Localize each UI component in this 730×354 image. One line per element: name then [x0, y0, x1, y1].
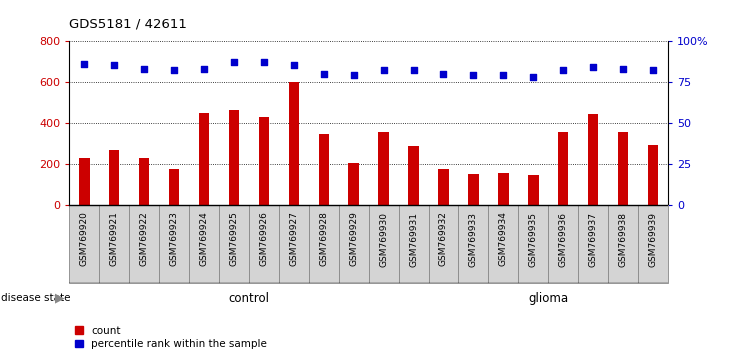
Text: GSM769937: GSM769937	[588, 212, 598, 267]
Bar	[528, 176, 539, 205]
Bar	[648, 145, 658, 205]
Bar	[548, 205, 578, 283]
Bar	[438, 169, 449, 205]
Bar	[109, 150, 120, 205]
Text: GSM769926: GSM769926	[259, 212, 269, 267]
Text: GSM769923: GSM769923	[169, 212, 179, 267]
Point	[139, 66, 150, 72]
Text: GSM769936: GSM769936	[558, 212, 568, 267]
Legend: count, percentile rank within the sample: count, percentile rank within the sample	[74, 326, 267, 349]
Bar	[378, 132, 389, 205]
Text: GSM769921: GSM769921	[110, 212, 119, 267]
Bar	[578, 205, 608, 283]
Bar	[79, 158, 90, 205]
Bar	[258, 117, 269, 205]
Text: GSM769930: GSM769930	[379, 212, 388, 267]
Bar	[99, 205, 129, 283]
Text: GDS5181 / 42611: GDS5181 / 42611	[69, 17, 187, 30]
Point	[228, 59, 239, 65]
Point	[199, 66, 210, 72]
Text: GSM769924: GSM769924	[199, 212, 209, 266]
Point	[258, 59, 270, 65]
Bar	[228, 110, 239, 205]
Bar	[408, 145, 419, 205]
Point	[108, 63, 120, 68]
Bar	[399, 205, 429, 283]
Point	[407, 68, 419, 73]
Text: GSM769922: GSM769922	[139, 212, 149, 266]
Text: GSM769938: GSM769938	[618, 212, 628, 267]
Text: GSM769935: GSM769935	[529, 212, 538, 267]
Bar	[468, 175, 479, 205]
Point	[438, 71, 450, 76]
Point	[168, 68, 180, 73]
Point	[288, 63, 300, 68]
Bar	[458, 205, 488, 283]
Bar	[139, 158, 150, 205]
Point	[648, 68, 659, 73]
Point	[468, 73, 480, 78]
Text: GSM769931: GSM769931	[409, 212, 418, 267]
Bar	[498, 173, 509, 205]
Bar	[249, 205, 279, 283]
Bar	[309, 205, 339, 283]
Bar	[159, 205, 189, 283]
Text: GSM769939: GSM769939	[648, 212, 658, 267]
Bar	[288, 82, 299, 205]
Bar	[339, 205, 369, 283]
Text: GSM769932: GSM769932	[439, 212, 448, 267]
Point	[347, 73, 359, 78]
Bar	[608, 205, 638, 283]
Bar	[279, 205, 309, 283]
Text: GSM769928: GSM769928	[319, 212, 328, 267]
Bar	[199, 113, 210, 205]
Text: GSM769934: GSM769934	[499, 212, 508, 267]
Point	[587, 64, 599, 70]
Bar	[558, 132, 569, 205]
Point	[78, 61, 91, 67]
Bar	[219, 205, 249, 283]
Bar	[189, 205, 219, 283]
Text: GSM769933: GSM769933	[469, 212, 478, 267]
Bar	[588, 114, 599, 205]
Point	[378, 68, 390, 73]
Bar	[348, 163, 359, 205]
Bar	[618, 132, 629, 205]
Bar	[169, 169, 180, 205]
Text: ▶: ▶	[55, 292, 65, 305]
Bar	[488, 205, 518, 283]
Text: GSM769927: GSM769927	[289, 212, 299, 267]
Text: GSM769925: GSM769925	[229, 212, 239, 267]
Bar	[318, 134, 329, 205]
Text: disease state: disease state	[1, 293, 70, 303]
Bar	[518, 205, 548, 283]
Text: GSM769929: GSM769929	[349, 212, 358, 267]
Point	[558, 68, 569, 73]
Text: control: control	[228, 292, 269, 305]
Bar	[129, 205, 159, 283]
Bar	[429, 205, 458, 283]
Bar	[638, 205, 668, 283]
Bar	[69, 205, 99, 283]
Point	[528, 74, 539, 80]
Text: GSM769920: GSM769920	[80, 212, 89, 267]
Point	[318, 71, 330, 76]
Point	[618, 66, 629, 72]
Bar	[369, 205, 399, 283]
Point	[498, 73, 510, 78]
Text: glioma: glioma	[529, 292, 568, 305]
